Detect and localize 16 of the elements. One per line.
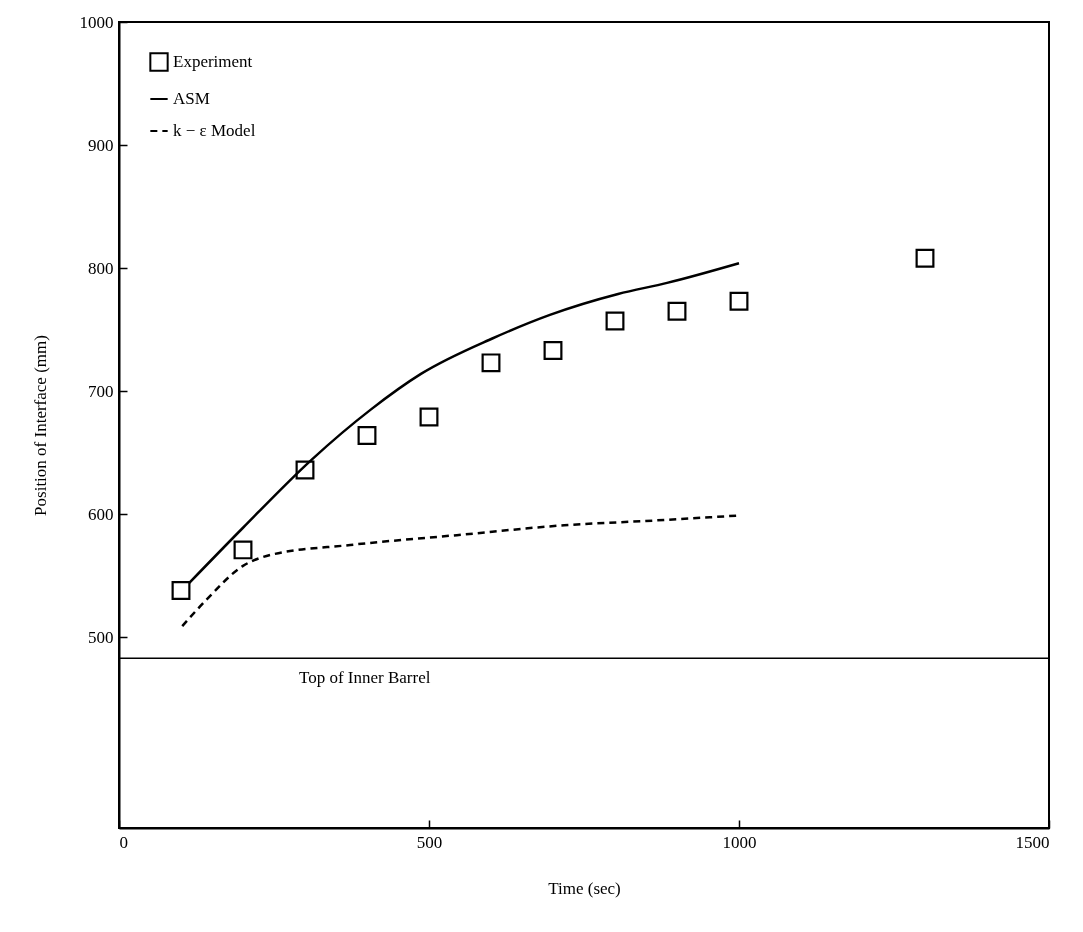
y-tick-label: 900 <box>88 135 114 155</box>
x-tick-label: 500 <box>416 832 443 852</box>
y-tick-label: 700 <box>88 381 114 401</box>
y-tick-label: 500 <box>88 627 114 647</box>
y-tick-label: 600 <box>88 504 114 524</box>
ref-line-label: Top of Inner Barrel <box>299 668 431 688</box>
legend-label: ASM <box>173 89 210 108</box>
x-tick-label: 1000 <box>722 832 757 852</box>
legend-label: Experiment <box>173 52 253 71</box>
x-tick-label: 0 <box>119 832 128 852</box>
x-tick-label: 1500 <box>1015 832 1050 852</box>
y-axis-title: Position of Interface (mm) <box>30 335 50 516</box>
y-tick-label: 800 <box>88 258 114 278</box>
legend-label: k − ε Model <box>173 121 256 140</box>
x-axis-title: Time (sec) <box>548 878 621 898</box>
y-tick-label: 1000 <box>79 12 114 32</box>
